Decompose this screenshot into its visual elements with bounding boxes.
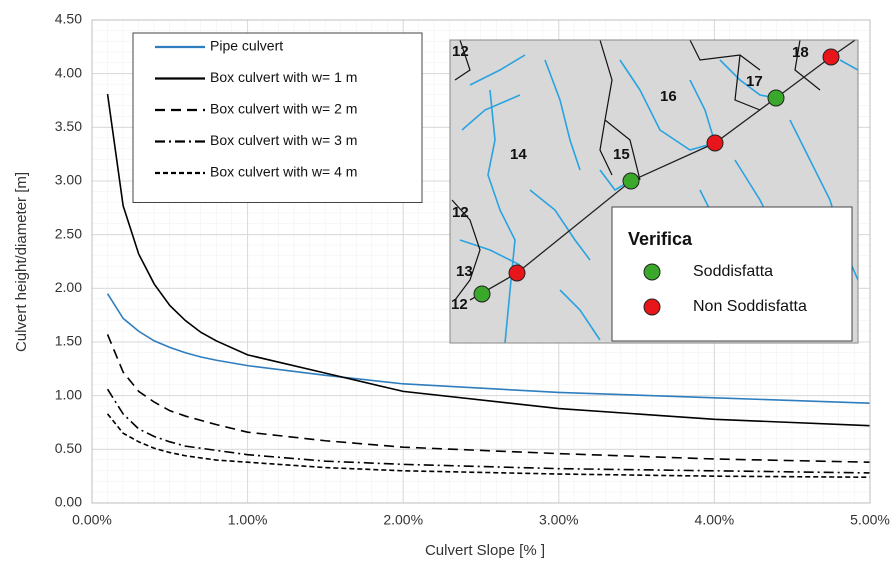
y-tick-label: 3.50: [55, 118, 82, 134]
x-tick-label: 4.00%: [695, 512, 735, 528]
y-tick-label: 3.00: [55, 172, 82, 188]
map-legend-swatch: [644, 299, 660, 315]
point-fail: [509, 265, 525, 281]
inset-map: 12 16 17 18 14 15 12 13 12 Verifica Sodd…: [450, 38, 858, 343]
y-tick-label: 1.50: [55, 333, 82, 349]
map-label: 14: [510, 146, 527, 163]
legend-label: Box culvert with w= 1 m: [210, 69, 357, 85]
legend-label: Pipe culvert: [210, 38, 283, 54]
point-fail: [823, 49, 839, 65]
legend: Pipe culvert Box culvert with w= 1 m Box c…: [133, 33, 422, 203]
x-tick-label: 0.00%: [72, 512, 112, 528]
point-ok: [474, 286, 490, 302]
map-legend-item: Non Soddisfatta: [693, 298, 807, 315]
chart: 0.00 0.50 1.00 1.50 2.00 2.50 3.00 3.50 4.00 4.50…: [0, 0, 896, 563]
y-tick-label: 1.00: [55, 386, 82, 402]
x-tick-label: 1.00%: [228, 512, 268, 528]
y-tick-label: 0.50: [55, 440, 82, 456]
map-label: 12: [451, 296, 468, 313]
legend-label: Box culvert with w= 3 m: [210, 132, 357, 148]
y-tick-label: 4.00: [55, 64, 82, 80]
map-label: 18: [792, 44, 809, 61]
map-legend-swatch: [644, 264, 660, 280]
x-tick-label: 2.00%: [383, 512, 423, 528]
point-fail: [707, 135, 723, 151]
map-label: 12: [452, 204, 469, 221]
legend-label: Box culvert with w= 2 m: [210, 101, 357, 117]
map-label: 12: [452, 43, 469, 60]
map-legend-item: Soddisfatta: [693, 263, 773, 280]
x-tick-label: 5.00%: [850, 512, 890, 528]
y-axis-title: Culvert height/diameter [m]: [13, 172, 30, 352]
y-tick-label: 4.50: [55, 11, 82, 27]
y-tick-label: 2.00: [55, 279, 82, 295]
map-label: 16: [660, 88, 677, 105]
x-axis-title: Culvert Slope [% ]: [425, 542, 545, 559]
point-ok: [768, 90, 784, 106]
map-label: 15: [613, 146, 630, 163]
y-tick-label: 2.50: [55, 225, 82, 241]
map-label: 13: [456, 263, 473, 280]
map-label: 17: [746, 73, 763, 90]
x-tick-label: 3.00%: [539, 512, 579, 528]
y-tick-label: 0.00: [55, 494, 82, 510]
map-legend-title: Verifica: [628, 229, 693, 249]
legend-label: Box culvert with w= 4 m: [210, 164, 357, 180]
point-ok: [623, 173, 639, 189]
